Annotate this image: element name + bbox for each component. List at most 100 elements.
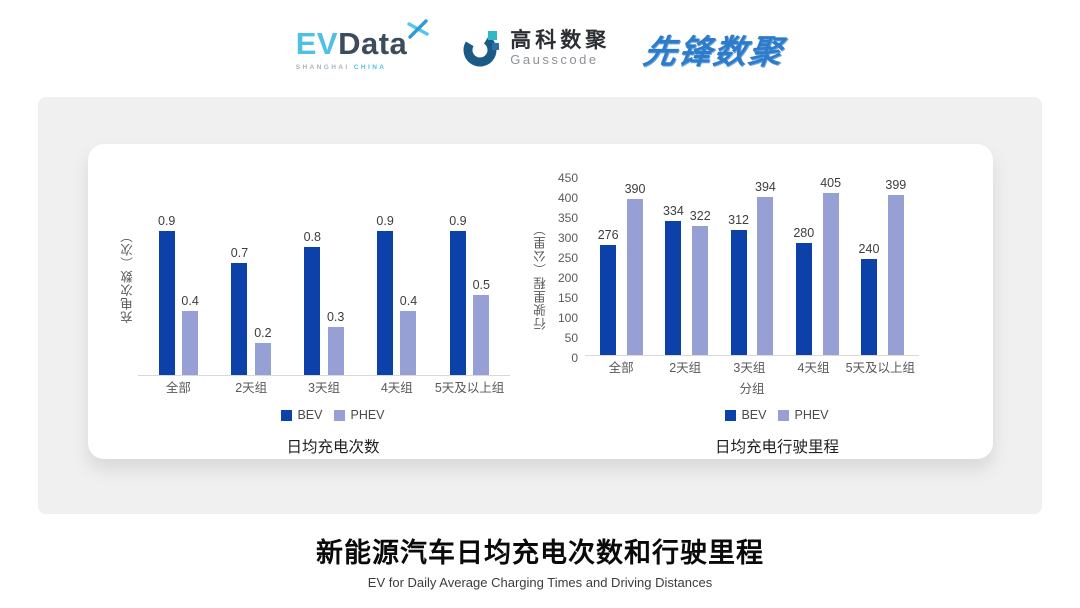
bar-phev-4 <box>473 295 490 375</box>
bar-value-label: 0.9 <box>449 214 467 228</box>
bar-group: 0.9 0.4 <box>142 214 215 375</box>
legend-item-bev: BEV <box>725 408 766 422</box>
y-axis-ticks: 450 400 350 300 250 200 150 100 50 0 <box>551 171 585 365</box>
bar-column: 276 <box>598 228 619 355</box>
gausscode-en-text: Gausscode <box>510 52 599 68</box>
bar-phev-2 <box>327 327 344 375</box>
y-tick-label: 0 <box>571 351 578 365</box>
bar-value-label: 405 <box>820 176 842 190</box>
bar-column: 0.4 <box>181 294 199 375</box>
logo-bar: EV Data SHANGHAI CHINA 高科数聚 Gausscode 先锋… <box>0 0 1080 97</box>
bar-bev-3 <box>377 231 394 375</box>
category-label: 5天及以上组 <box>845 360 916 375</box>
gausscode-text: 高科数聚 Gausscode <box>510 29 610 67</box>
y-tick-label: 200 <box>557 271 578 286</box>
legend-swatch <box>334 409 346 421</box>
bar-group: 240 399 <box>850 178 915 355</box>
bar-group: 0.7 0.2 <box>215 246 288 375</box>
gausscode-g-icon <box>463 30 500 66</box>
charts-row: 充电次数（次） 0.9 0.4 0.7 0.2 0.8 0.3 0.9 0.4 0.9 0.5 全… <box>118 156 969 457</box>
bar-group: 0.9 0.4 <box>360 214 433 375</box>
bar-phev-0 <box>627 199 644 355</box>
legend-label: PHEV <box>350 408 385 422</box>
page-title: 新能源汽车日均充电次数和行驶里程 <box>316 538 764 568</box>
bar-column: 0.9 <box>376 214 394 375</box>
bar-column: 0.3 <box>327 310 344 375</box>
bar-column: 0.5 <box>473 278 490 375</box>
y-tick-label: 450 <box>557 171 578 185</box>
bar-column: 0.8 <box>304 230 321 375</box>
bar-group: 280 405 <box>785 176 850 355</box>
legend-label: BEV <box>741 408 767 422</box>
legend-item-phev: PHEV <box>778 408 829 422</box>
y-tick-label: 300 <box>557 231 578 245</box>
bar-phev-0 <box>182 311 199 375</box>
bar-phev-3 <box>400 311 417 375</box>
bar-value-label: 0.4 <box>181 294 199 308</box>
bar-value-label: 0.4 <box>399 294 418 308</box>
bar-group: 334 322 <box>654 204 719 355</box>
legend-item-bev: BEV <box>281 408 322 422</box>
bar-value-label: 399 <box>885 178 907 192</box>
bar-value-label: 240 <box>858 242 880 256</box>
bar-value-label: 334 <box>662 204 684 218</box>
chart-body: 行驶里程（公里） 450 400 350 300 250 200 150 100 50 0 276… <box>531 156 969 396</box>
bar-group: 312 394 <box>719 180 784 355</box>
x-axis-label: 分组 <box>739 382 765 396</box>
bar-bev-0 <box>158 231 175 375</box>
bar-value-label: 390 <box>624 182 646 196</box>
bar-bev-0 <box>600 245 617 355</box>
bar-bev-2 <box>730 230 747 355</box>
evdata-subtext: SHANGHAI CHINA <box>296 64 387 71</box>
bar-value-label: 280 <box>793 226 815 240</box>
sparkle-x-icon <box>407 19 429 39</box>
category-label: 4天组 <box>380 380 413 395</box>
category-label: 全部 <box>608 360 634 375</box>
y-tick-label: 50 <box>564 331 578 346</box>
legend-label: BEV <box>297 408 323 422</box>
evdata-shanghai-text: SHANGHAI <box>295 64 350 71</box>
bar-bev-4 <box>860 259 877 355</box>
bar-value-label: 0.7 <box>230 246 249 260</box>
category-label: 4天组 <box>797 360 830 375</box>
category-label: 5天及以上组 <box>434 380 505 395</box>
bar-value-label: 0.8 <box>303 230 321 244</box>
bar-group: 276 390 <box>589 182 654 355</box>
category-label: 3天组 <box>733 360 766 375</box>
y-axis-label: 行驶里程（公里） <box>534 222 548 330</box>
evdata-ev-text: EV <box>295 26 339 61</box>
gausscode-logo: 高科数聚 Gausscode <box>461 29 610 69</box>
bar-value-label: 394 <box>755 180 776 194</box>
bar-group: 0.8 0.3 <box>288 230 361 375</box>
bar-value-label: 0.3 <box>326 310 345 324</box>
y-tick-label: 250 <box>557 251 578 265</box>
evdata-logo: EV Data SHANGHAI CHINA <box>295 19 429 71</box>
bar-column: 399 <box>885 178 906 355</box>
chart-card: 充电次数（次） 0.9 0.4 0.7 0.2 0.8 0.3 0.9 0.4 0.9 0.5 全… <box>38 97 1042 514</box>
chart-title: 日均充电次数 <box>286 439 380 456</box>
legend-swatch <box>281 409 293 421</box>
evdata-data-text: Data <box>338 26 408 61</box>
bar-bev-4 <box>449 231 466 375</box>
bar-value-label: 312 <box>728 213 749 227</box>
bar-column: 0.4 <box>400 294 417 375</box>
bar-bev-1 <box>231 263 248 375</box>
bar-column: 280 <box>793 226 814 355</box>
bar-phev-1 <box>254 343 271 375</box>
bar-phev-4 <box>887 195 904 355</box>
y-tick-label: 150 <box>557 291 578 305</box>
bar-bev-3 <box>795 243 812 355</box>
bar-phev-1 <box>692 226 709 355</box>
plot-area: 0.9 0.4 0.7 0.2 0.8 0.3 0.9 0.4 0.9 0.5 <box>138 195 510 376</box>
bar-column: 334 <box>663 204 684 355</box>
bar-column: 322 <box>690 209 711 355</box>
bar-value-label: 0.5 <box>472 278 490 292</box>
evdata-china-text: CHINA <box>353 64 387 71</box>
bar-bev-1 <box>665 221 682 355</box>
page-subtitle: EV for Daily Average Charging Times and … <box>367 575 713 590</box>
chart-daily-charging-times: 充电次数（次） 0.9 0.4 0.7 0.2 0.8 0.3 0.9 0.4 0.9 0.5 全… <box>118 156 526 457</box>
y-tick-label: 100 <box>557 311 578 326</box>
bar-column: 312 <box>728 213 749 355</box>
bar-column: 405 <box>820 176 841 355</box>
bar-column: 0.9 <box>158 214 175 375</box>
